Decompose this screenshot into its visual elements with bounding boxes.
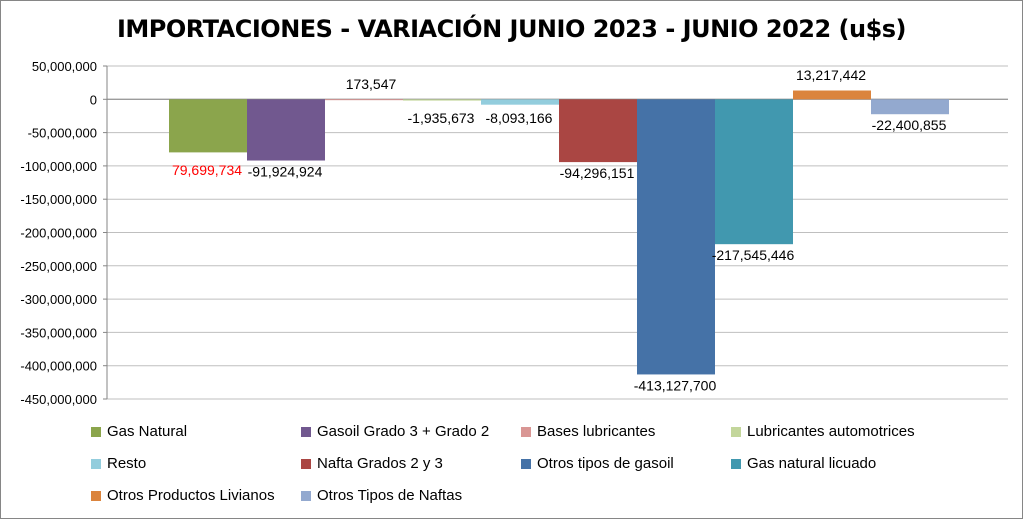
y-tick-label: -250,000,000 (20, 259, 97, 274)
legend-swatch (301, 490, 311, 501)
legend-item: Otros Productos Livianos (91, 487, 275, 504)
data-label: -217,545,446 (712, 247, 795, 263)
bar-gas-natural-licuado (715, 99, 793, 245)
y-tick-label: 0 (90, 92, 97, 107)
chart-title: IMPORTACIONES - VARIACIÓN JUNIO 2023 - J… (116, 15, 907, 43)
legend-label: Gas Natural (107, 423, 188, 440)
bar-otros-productos-livianos (793, 90, 871, 100)
legend-item: Resto (91, 455, 146, 472)
bar-nafta-grados-2-y-3 (559, 99, 637, 163)
bar-otros-tipos-de-gasoil (637, 99, 715, 375)
legend-label: Nafta Grados 2 y 3 (317, 455, 443, 472)
legend-label: Otros Productos Livianos (107, 487, 275, 504)
y-tick-label: -200,000,000 (20, 226, 97, 241)
y-tick-label: -50,000,000 (28, 126, 97, 141)
data-label: -94,296,151 (560, 165, 635, 181)
bar-gasoil-grado-3-grado-2 (247, 99, 325, 161)
legend-item: Nafta Grados 2 y 3 (301, 455, 443, 472)
legend-swatch (521, 426, 531, 437)
data-label: 13,217,442 (796, 67, 866, 83)
legend-swatch (731, 426, 741, 437)
legend-label: Gasoil Grado 3 + Grado 2 (317, 423, 490, 440)
y-tick-label: -300,000,000 (20, 292, 97, 307)
y-tick-label: -100,000,000 (20, 159, 97, 174)
legend-item: Bases lubricantes (521, 423, 655, 440)
bar-bases-lubricantes (325, 99, 403, 101)
data-label: 173,547 (346, 76, 397, 92)
data-label: -8,093,166 (486, 110, 553, 126)
bar-resto (481, 99, 559, 105)
legend-item: Gasoil Grado 3 + Grado 2 (301, 423, 489, 440)
bar-lubricantes-automotrices (403, 99, 481, 101)
bar-gas-natural (169, 99, 247, 153)
legend-label: Otros tipos de gasoil (537, 455, 674, 472)
legend-swatch (301, 426, 311, 437)
data-label: 79,699,734 (172, 162, 242, 178)
y-tick-label: -400,000,000 (20, 359, 97, 374)
legend-label: Gas natural licuado (747, 455, 877, 472)
legend-label: Resto (107, 455, 147, 472)
legend-swatch (91, 426, 101, 437)
data-label: -1,935,673 (408, 110, 475, 126)
legend-item: Otros Tipos de Naftas (301, 487, 462, 504)
legend-swatch (91, 490, 101, 501)
legend-label: Lubricantes automotrices (747, 423, 915, 440)
y-tick-label: 50,000,000 (32, 59, 97, 74)
legend-item: Gas natural licuado (731, 455, 876, 472)
legend-label: Otros Tipos de Naftas (317, 487, 463, 504)
bar-otros-tipos-de-naftas (871, 99, 949, 115)
legend-swatch (301, 458, 311, 469)
data-label: -91,924,924 (248, 164, 323, 180)
data-label: -413,127,700 (634, 377, 717, 393)
legend-swatch (91, 458, 101, 469)
y-tick-label: -350,000,000 (20, 325, 97, 340)
y-tick-label: -150,000,000 (20, 192, 97, 207)
data-label: -22,400,855 (872, 117, 947, 133)
legend-item: Otros tipos de gasoil (521, 455, 674, 472)
legend-item: Gas Natural (91, 423, 187, 440)
legend-swatch (731, 458, 741, 469)
y-tick-label: -450,000,000 (20, 392, 97, 407)
legend-swatch (521, 458, 531, 469)
legend-item: Lubricantes automotrices (731, 423, 915, 440)
legend-label: Bases lubricantes (537, 423, 656, 440)
